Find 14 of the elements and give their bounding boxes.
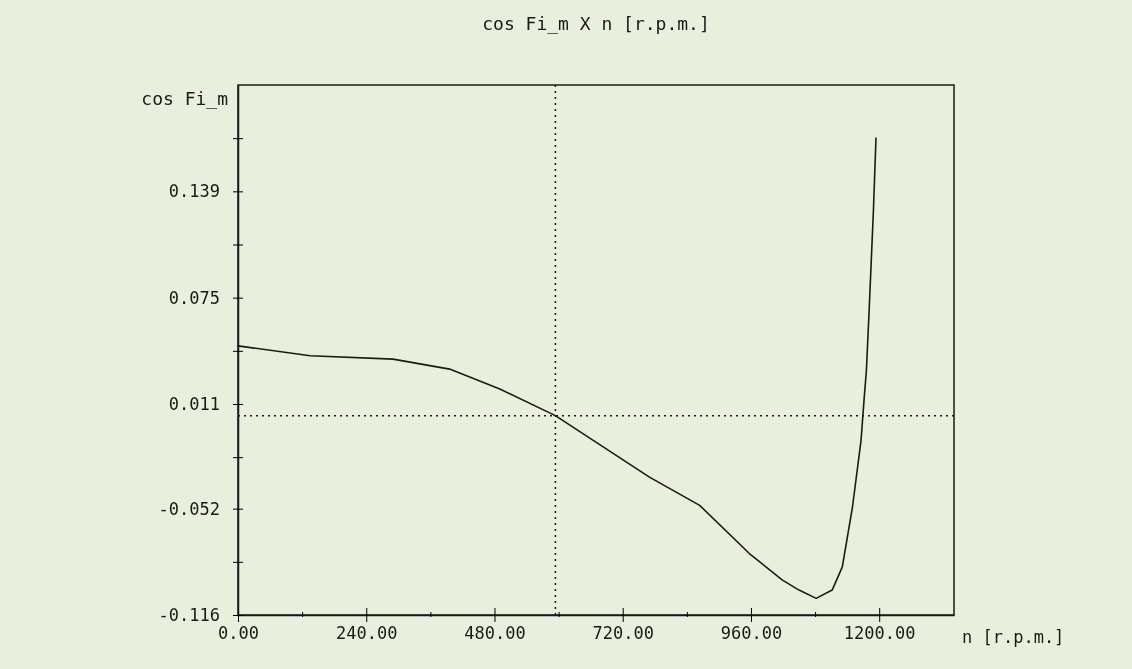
- x-tick-label: 720.00: [592, 623, 654, 644]
- chart-title: cos Fi_m X n [r.p.m.]: [482, 13, 710, 34]
- y-axis-title: cos Fi_m: [141, 88, 228, 109]
- x-tick-label: 240.00: [336, 623, 398, 644]
- y-tick-label: 0.075: [168, 287, 220, 308]
- x-tick-label: 1200.00: [843, 623, 916, 644]
- y-tick-label: -0.116: [158, 604, 220, 625]
- y-tick-label: 0.011: [168, 393, 220, 414]
- y-tick-label: -0.052: [158, 498, 220, 519]
- y-tick-label: 0.139: [168, 181, 220, 202]
- x-tick-label: 0.00: [218, 623, 259, 644]
- x-axis-title: n [r.p.m.]: [962, 627, 1065, 647]
- x-tick-label: 480.00: [464, 623, 526, 644]
- x-tick-label: 960.00: [720, 623, 783, 644]
